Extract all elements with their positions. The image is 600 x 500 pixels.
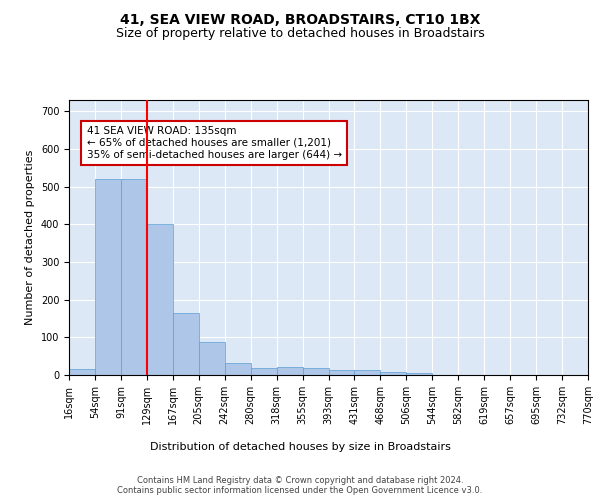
Bar (380, 372, 406, 375)
Text: Size of property relative to detached houses in Broadstairs: Size of property relative to detached ho… (116, 28, 484, 40)
Text: Contains HM Land Registry data © Crown copyright and database right 2024.
Contai: Contains HM Land Registry data © Crown c… (118, 476, 482, 495)
Bar (95, 179, 121, 375)
Text: Distribution of detached houses by size in Broadstairs: Distribution of detached houses by size … (149, 442, 451, 452)
Bar (173, 313, 199, 375)
Bar (199, 342, 224, 375)
Bar (147, 224, 173, 375)
Bar (355, 370, 380, 375)
Bar (251, 368, 277, 375)
Bar (121, 179, 147, 375)
Bar (69, 370, 95, 375)
Text: 41 SEA VIEW ROAD: 135sqm
← 65% of detached houses are smaller (1,201)
35% of sem: 41 SEA VIEW ROAD: 135sqm ← 65% of detach… (86, 126, 342, 160)
Bar (225, 363, 251, 375)
Bar (329, 370, 355, 375)
Bar (302, 368, 329, 375)
Y-axis label: Number of detached properties: Number of detached properties (25, 150, 35, 325)
Bar (277, 367, 302, 375)
Bar (406, 373, 432, 375)
Text: 41, SEA VIEW ROAD, BROADSTAIRS, CT10 1BX: 41, SEA VIEW ROAD, BROADSTAIRS, CT10 1BX (120, 12, 480, 26)
